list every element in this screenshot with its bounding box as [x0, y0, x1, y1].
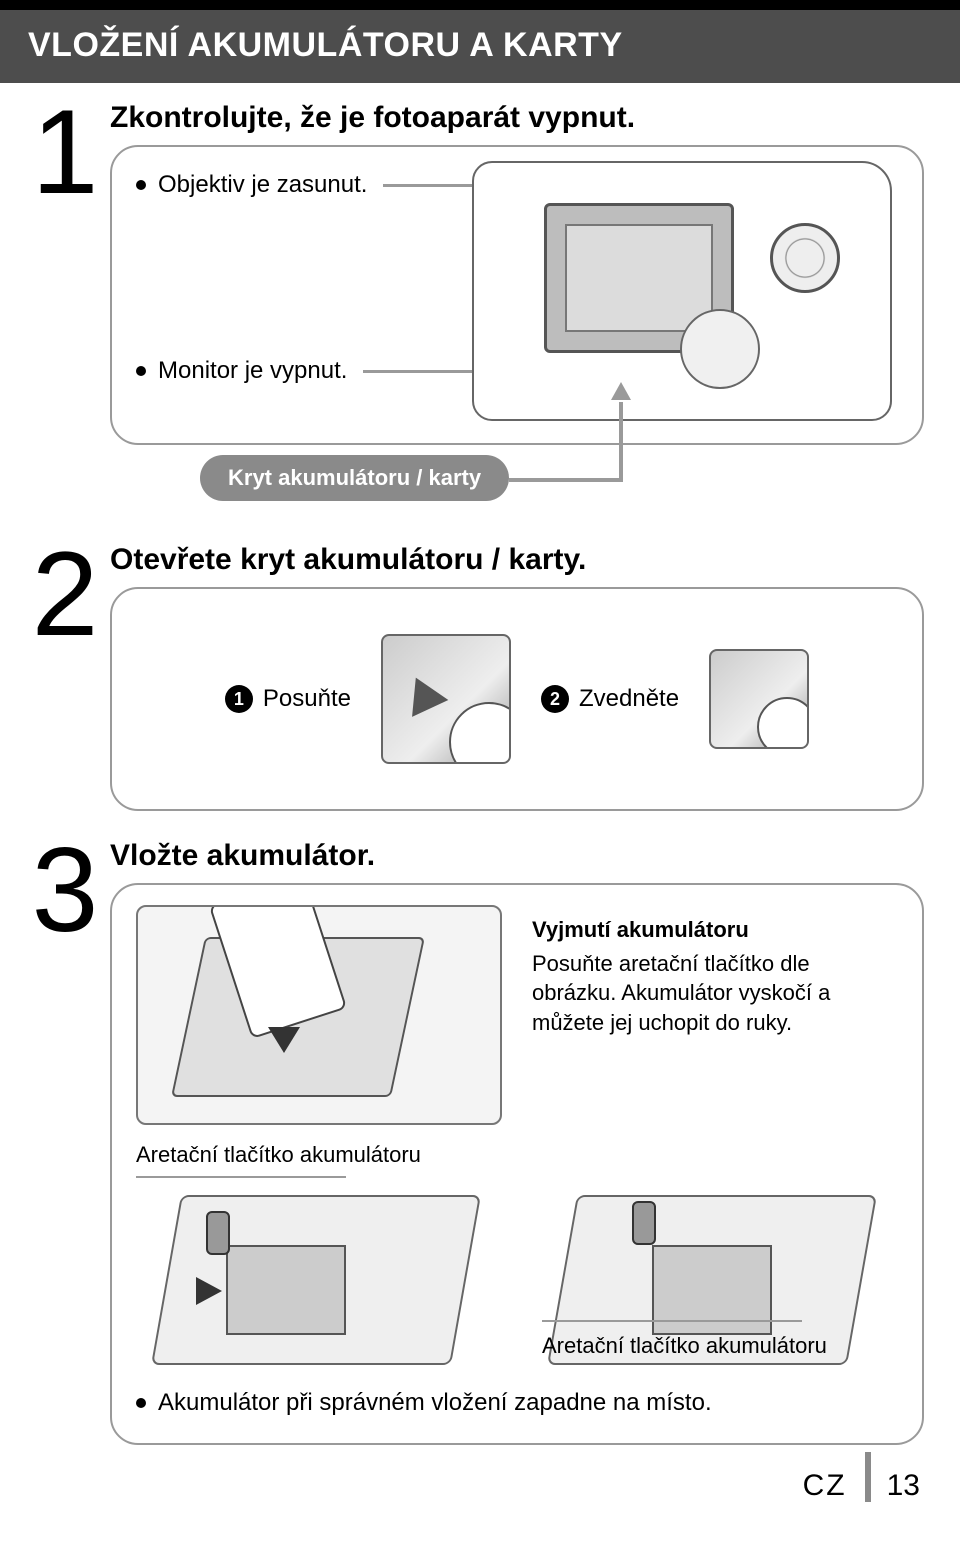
footer-lang: CZ: [803, 1469, 847, 1503]
footer-bar-icon: [865, 1452, 871, 1502]
lift-illustration: [709, 649, 809, 749]
step-1-title: Zkontrolujte, že je fotoaparát vypnut.: [110, 101, 924, 135]
page-header: VLOŽENÍ AKUMULÁTORU A KARTY: [0, 0, 960, 83]
step-2-number: 2: [20, 543, 110, 645]
slide-illustration: [381, 634, 511, 764]
callout-line: [542, 1320, 802, 1322]
finger-icon: [757, 697, 809, 749]
sub-lift: 2 Zvedněte: [541, 685, 679, 713]
bullet-icon: [136, 366, 146, 376]
insert-note: Akumulátor při správném vložení zapadne …: [158, 1389, 712, 1417]
step-3-number: 3: [20, 839, 110, 941]
sub-lift-text: Zvedněte: [579, 685, 679, 713]
bullet-icon: [136, 1398, 146, 1408]
camera-illustration: [472, 161, 892, 421]
lock-illustration-left: Aretační tlačítko akumulátoru: [136, 1135, 502, 1375]
step-1-panel: Objektiv je zasunut. Monitor je vypnut.: [110, 145, 924, 445]
page-footer: CZ 13: [0, 1449, 960, 1531]
pill-connector: [509, 478, 619, 482]
insert-battery-illustration: [136, 905, 502, 1125]
remove-heading: Vyjmutí akumulátoru: [532, 915, 898, 945]
footer-page: 13: [887, 1469, 920, 1503]
lock-lever-icon: [632, 1201, 656, 1245]
lock-label-left: Aretační tlačítko akumulátoru: [136, 1141, 421, 1170]
step-2: 2 Otevřete kryt akumulátoru / karty. 1 P…: [0, 525, 960, 821]
bullet-lens: Objektiv je zasunut.: [158, 171, 367, 199]
step-3: 3 Vložte akumulátor. Vyjmutí akumulátoru…: [0, 821, 960, 1449]
sub-slide: 1 Posuňte: [225, 685, 351, 713]
remove-body: Posuňte aretační tlačítko dle obrázku. A…: [532, 949, 898, 1038]
lock-label-right: Aretační tlačítko akumulátoru: [542, 1332, 888, 1361]
bullet-monitor: Monitor je vypnut.: [158, 357, 347, 385]
finger-icon: [449, 702, 511, 764]
circle-2-icon: 2: [541, 685, 569, 713]
step-3-panel: Vyjmutí akumulátoru Posuňte aretační tla…: [110, 883, 924, 1445]
sub-slide-text: Posuňte: [263, 685, 351, 713]
down-arrow-icon: [268, 1027, 300, 1053]
arrow-up-icon: [611, 382, 631, 400]
step-2-title: Otevřete kryt akumulátoru / karty.: [110, 543, 924, 577]
circle-1-icon: 1: [225, 685, 253, 713]
step-3-title: Vložte akumulátor.: [110, 839, 924, 873]
step-1: 1 Zkontrolujte, že je fotoaparát vypnut.…: [0, 83, 960, 525]
lock-lever-icon: [206, 1211, 230, 1255]
lock-illustration-right: Aretační tlačítko akumulátoru: [532, 1135, 898, 1375]
cover-label-text: Kryt akumulátoru / karty: [228, 465, 481, 490]
arrow-icon: [398, 669, 449, 717]
right-arrow-icon: [196, 1277, 222, 1305]
step-1-number: 1: [20, 101, 110, 203]
cover-label-pill: Kryt akumulátoru / karty: [200, 455, 509, 501]
page-title: VLOŽENÍ AKUMULÁTORU A KARTY: [28, 26, 623, 64]
step-2-panel: 1 Posuňte 2 Zvedněte: [110, 587, 924, 811]
bullet-icon: [136, 180, 146, 190]
callout-line: [136, 1176, 346, 1178]
remove-battery-info: Vyjmutí akumulátoru Posuňte aretační tla…: [532, 905, 898, 1125]
